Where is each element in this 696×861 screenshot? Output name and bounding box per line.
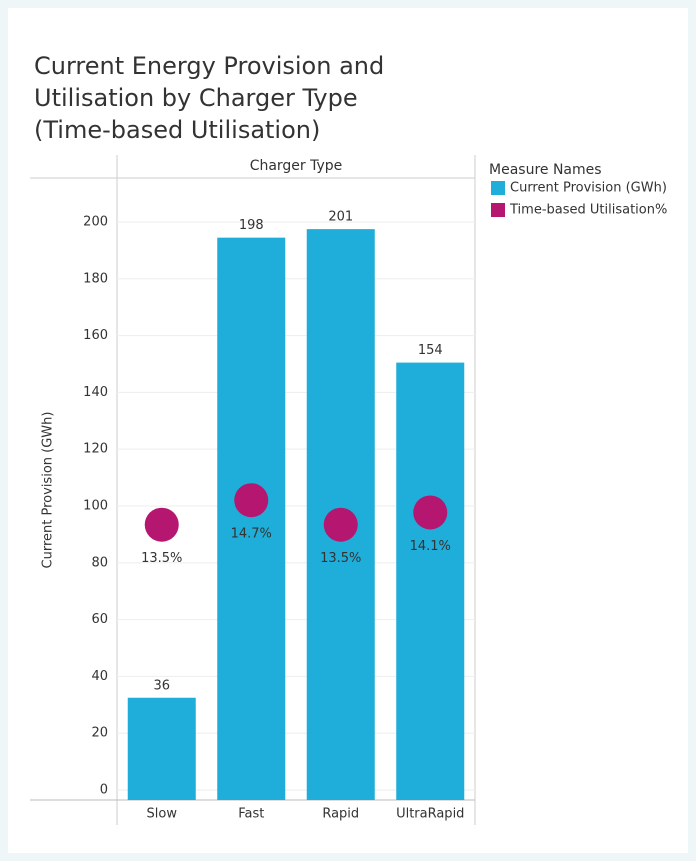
y-tick-label: 80 <box>91 555 108 570</box>
y-tick-label: 40 <box>91 669 108 684</box>
bar <box>127 697 196 800</box>
legend-swatch <box>491 181 505 195</box>
x-tick-label: Rapid <box>322 807 359 822</box>
dot-label: 14.7% <box>231 527 272 542</box>
dot-label: 13.5% <box>320 551 361 566</box>
chart-title: (Time-based Utilisation) <box>34 116 320 144</box>
y-tick-label: 180 <box>83 271 108 286</box>
legend-swatch <box>491 203 505 217</box>
x-tick-label: UltraRapid <box>396 807 464 822</box>
chart-title: Current Energy Provision and <box>34 52 384 80</box>
dot-label: 13.5% <box>141 551 182 566</box>
chart-title: Utilisation by Charger Type <box>34 84 358 112</box>
dot <box>144 507 179 542</box>
y-tick-label: 120 <box>83 442 108 457</box>
y-tick-label: 160 <box>83 328 108 343</box>
header: Charger Type <box>250 158 343 174</box>
bar-label: 201 <box>328 210 353 225</box>
legend-label: Time-based Utilisation% <box>509 203 667 218</box>
x-tick-label: Slow <box>147 807 178 822</box>
y-tick-label: 20 <box>91 726 108 741</box>
dot <box>413 495 448 530</box>
y-tick-label: 100 <box>83 498 108 513</box>
dot-label: 14.1% <box>410 539 451 554</box>
legend-label: Current Provision (GWh) <box>510 181 667 196</box>
chart: Current Energy Provision and Utilisation… <box>30 52 667 825</box>
bar <box>217 237 286 801</box>
x-tick-label: Fast <box>238 807 264 822</box>
bar-label: 198 <box>239 218 264 233</box>
y-tick-label: 0 <box>100 783 108 798</box>
y-axis-label: Current Provision (GWh) <box>41 412 56 569</box>
y-tick-label: 60 <box>91 612 108 627</box>
dot <box>323 507 358 542</box>
legend-title: Measure Names <box>489 162 602 178</box>
bar-label: 154 <box>418 343 443 358</box>
y-tick-label: 140 <box>83 385 108 400</box>
bar-label: 36 <box>153 678 170 693</box>
bar <box>396 362 465 800</box>
y-tick-label: 200 <box>83 214 108 229</box>
dot <box>234 483 269 518</box>
